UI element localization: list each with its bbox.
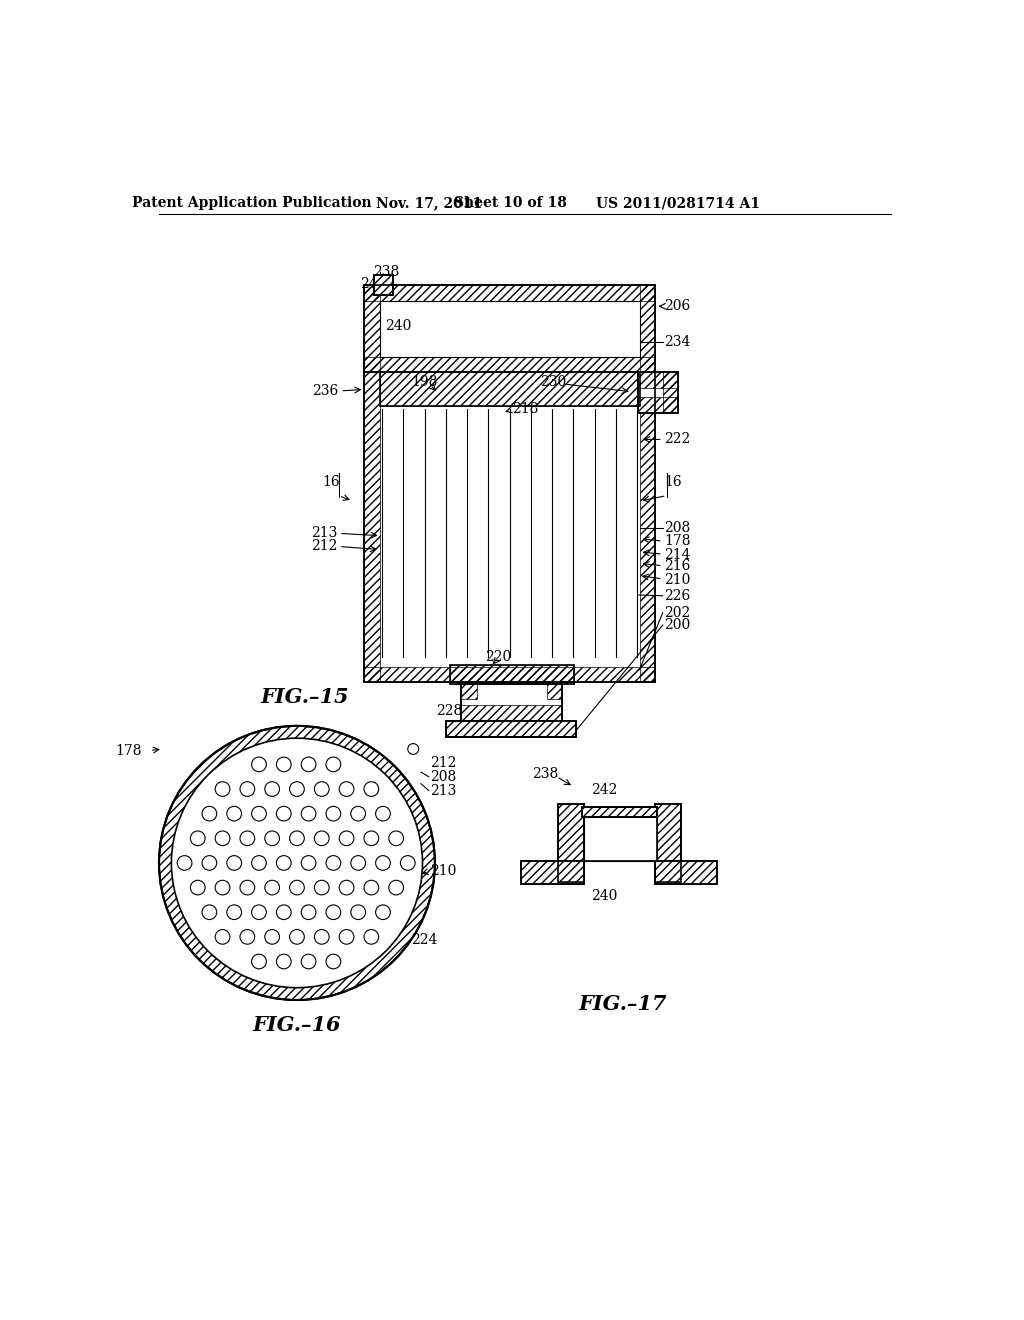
Text: 212: 212 xyxy=(311,539,337,553)
Bar xyxy=(655,861,717,884)
Bar xyxy=(365,285,655,372)
Bar xyxy=(558,804,584,882)
Text: Patent Application Publication: Patent Application Publication xyxy=(132,197,372,210)
Text: 236: 236 xyxy=(312,384,339,397)
Bar xyxy=(547,684,562,700)
Text: 210: 210 xyxy=(665,573,690,586)
Text: FIG.–15: FIG.–15 xyxy=(260,688,349,708)
Text: 202: 202 xyxy=(665,606,690,619)
Bar xyxy=(375,276,393,296)
Bar xyxy=(461,684,562,721)
Bar xyxy=(558,804,584,882)
Bar xyxy=(655,804,681,882)
Text: 16: 16 xyxy=(323,475,340,488)
Text: 224: 224 xyxy=(411,933,437,946)
Bar xyxy=(583,807,656,817)
Text: 228: 228 xyxy=(436,705,463,718)
Text: 220: 220 xyxy=(485,651,512,664)
Bar xyxy=(638,372,678,412)
Bar xyxy=(584,817,656,861)
Bar xyxy=(380,372,640,407)
Text: 214: 214 xyxy=(665,548,691,562)
Bar xyxy=(583,807,656,817)
Ellipse shape xyxy=(171,738,423,987)
Text: 238: 238 xyxy=(531,767,558,781)
Text: FIG.–17: FIG.–17 xyxy=(579,994,667,1014)
Bar xyxy=(521,861,584,884)
Text: Nov. 17, 2011: Nov. 17, 2011 xyxy=(376,197,482,210)
Bar xyxy=(375,276,393,296)
Text: 200: 200 xyxy=(665,618,690,632)
Text: FIG.–16: FIG.–16 xyxy=(253,1015,341,1035)
Bar xyxy=(365,285,655,301)
Bar xyxy=(375,276,393,296)
Text: 242: 242 xyxy=(360,277,387,290)
Text: 213: 213 xyxy=(311,525,337,540)
Bar xyxy=(663,372,678,412)
Text: 226: 226 xyxy=(665,589,690,603)
Bar xyxy=(365,667,655,682)
Bar xyxy=(450,665,573,684)
Text: 240: 240 xyxy=(591,890,617,903)
Text: US 2011/0281714 A1: US 2011/0281714 A1 xyxy=(596,197,760,210)
Bar xyxy=(445,721,575,738)
Text: 208: 208 xyxy=(665,521,690,535)
Bar xyxy=(445,721,575,738)
Bar xyxy=(583,807,656,817)
Text: 178: 178 xyxy=(665,535,691,548)
Bar xyxy=(638,397,678,412)
Text: 178: 178 xyxy=(116,744,142,758)
Text: 212: 212 xyxy=(430,756,457,770)
Bar xyxy=(655,804,681,882)
Bar xyxy=(638,372,678,412)
Text: 208: 208 xyxy=(430,770,457,784)
Bar xyxy=(461,684,477,700)
Bar xyxy=(365,372,380,682)
Bar xyxy=(365,358,655,372)
Text: 218: 218 xyxy=(512,403,539,416)
Text: 234: 234 xyxy=(665,335,690,348)
Bar xyxy=(450,665,573,684)
Text: 240: 240 xyxy=(385,319,412,333)
Bar xyxy=(521,861,584,884)
Text: 206: 206 xyxy=(665,300,690,313)
Text: 242: 242 xyxy=(591,783,617,797)
Bar xyxy=(655,861,717,884)
Bar xyxy=(461,705,562,721)
Bar xyxy=(584,817,656,861)
Bar xyxy=(365,372,655,682)
Ellipse shape xyxy=(159,726,435,1001)
Text: 222: 222 xyxy=(665,433,690,446)
Text: 16: 16 xyxy=(665,475,682,488)
Bar xyxy=(558,804,584,882)
Text: 230: 230 xyxy=(540,375,566,388)
Bar xyxy=(365,285,655,372)
Text: 210: 210 xyxy=(430,863,457,878)
Bar xyxy=(655,861,717,884)
Bar xyxy=(365,285,380,372)
Bar xyxy=(461,684,562,721)
Text: 198: 198 xyxy=(411,375,437,388)
Text: 213: 213 xyxy=(430,784,457,797)
Bar xyxy=(640,372,655,682)
Text: 238: 238 xyxy=(373,264,399,279)
Bar xyxy=(445,721,575,738)
Bar xyxy=(365,372,655,682)
Text: Sheet 10 of 18: Sheet 10 of 18 xyxy=(455,197,567,210)
Bar xyxy=(655,804,681,882)
Bar xyxy=(640,285,655,372)
Bar xyxy=(521,861,584,884)
Text: 216: 216 xyxy=(665,560,690,573)
Bar xyxy=(380,372,640,407)
Bar xyxy=(638,372,678,388)
